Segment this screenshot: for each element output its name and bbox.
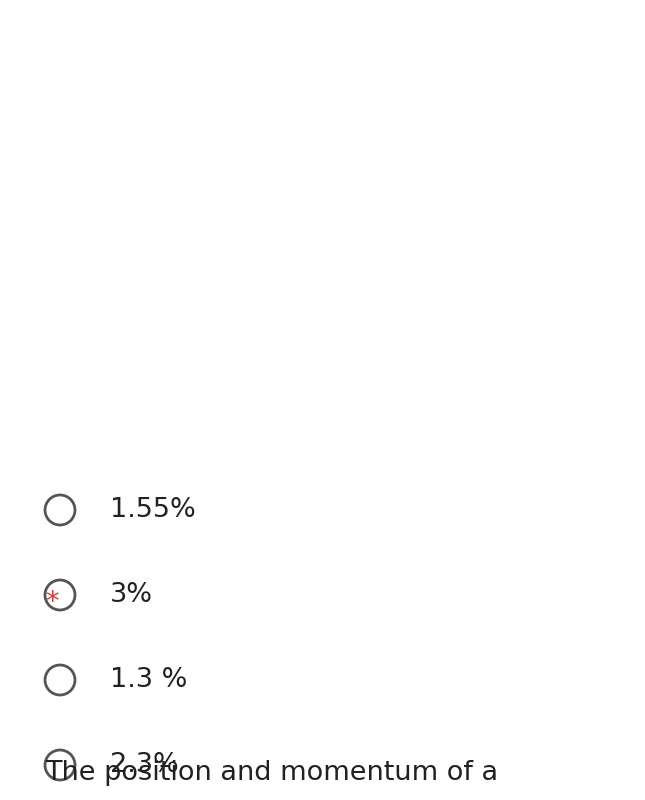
Text: The position and momentum of a: The position and momentum of a xyxy=(45,760,498,786)
Text: 3%: 3% xyxy=(110,582,153,608)
Text: 1.55%: 1.55% xyxy=(110,497,195,523)
Text: 1.3 %: 1.3 % xyxy=(110,667,188,693)
Text: *: * xyxy=(45,590,59,616)
Text: 2.3%: 2.3% xyxy=(110,752,179,778)
